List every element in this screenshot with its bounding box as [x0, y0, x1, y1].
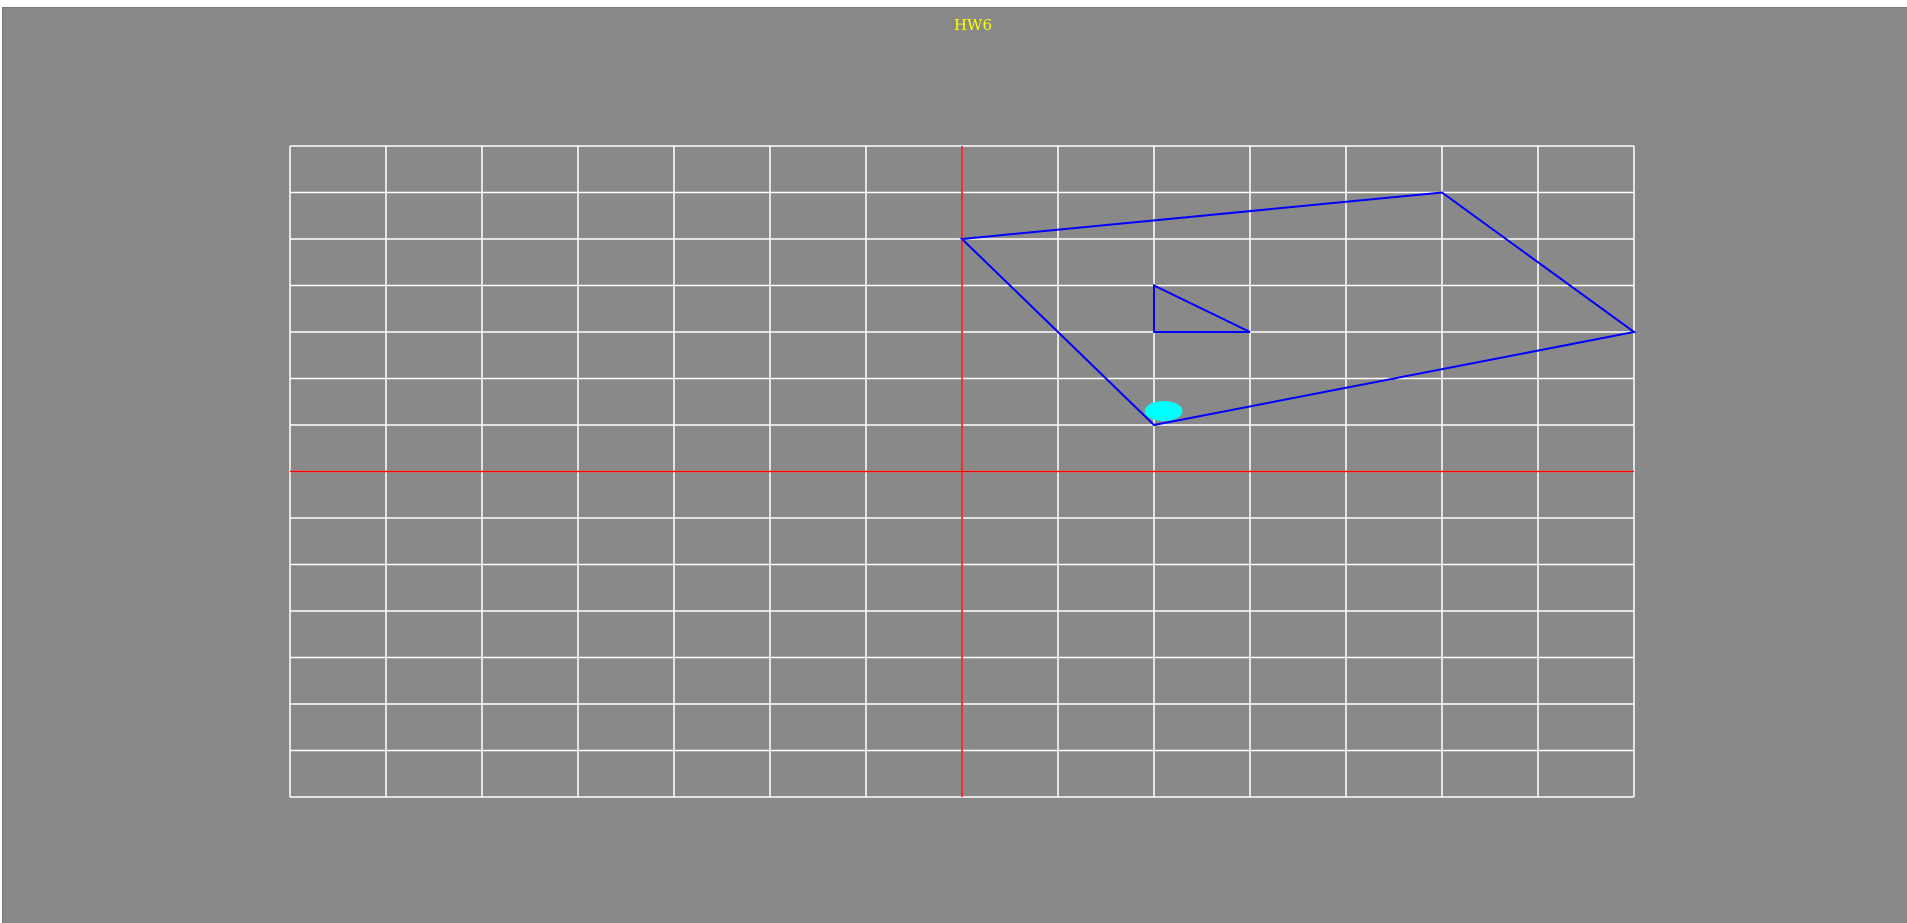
quadrilateral-shape [959, 191, 1637, 427]
window-title: HW6 [953, 16, 993, 34]
app-window: HW6 [2, 7, 1907, 923]
axes [290, 146, 1634, 797]
cursor-marker [1144, 401, 1183, 422]
triangle-shape [1153, 283, 1251, 333]
